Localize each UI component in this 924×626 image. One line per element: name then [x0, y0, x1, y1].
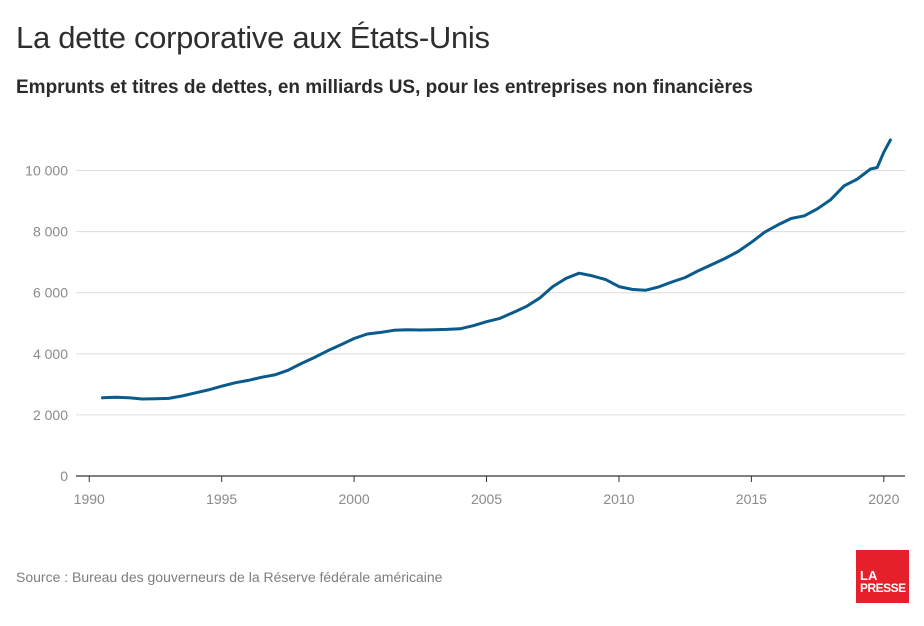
x-tick-label: 2005 — [471, 491, 502, 507]
chart-subtitle: Emprunts et titres de dettes, en milliar… — [16, 77, 753, 98]
line-chart: 0 2 000 4 000 6 000 8 000 10 000 1990 1995 2000 2… — [25, 138, 905, 507]
logo-line-2: PRESSE — [860, 581, 906, 595]
logo-line-1: LA — [860, 568, 878, 583]
x-tick-label: 2020 — [868, 491, 899, 507]
y-tick-label: 8 000 — [33, 224, 68, 240]
y-tick-label: 0 — [60, 468, 68, 484]
x-tick-label: 1995 — [206, 491, 237, 507]
la-presse-logo: LA PRESSE — [856, 550, 909, 603]
x-tick-label: 2015 — [736, 491, 767, 507]
x-tick-label: 2000 — [339, 491, 370, 507]
source-note: Source : Bureau des gouverneurs de la Ré… — [16, 569, 443, 585]
y-tick-label: 6 000 — [33, 285, 68, 301]
series-line — [101, 138, 892, 401]
y-tick-label: 4 000 — [33, 346, 68, 362]
page-title: La dette corporative aux États-Unis — [16, 20, 490, 55]
y-tick-label: 10 000 — [25, 163, 68, 179]
x-tick-label: 2010 — [603, 491, 634, 507]
x-tick-label: 1990 — [74, 491, 105, 507]
y-tick-label: 2 000 — [33, 407, 68, 423]
